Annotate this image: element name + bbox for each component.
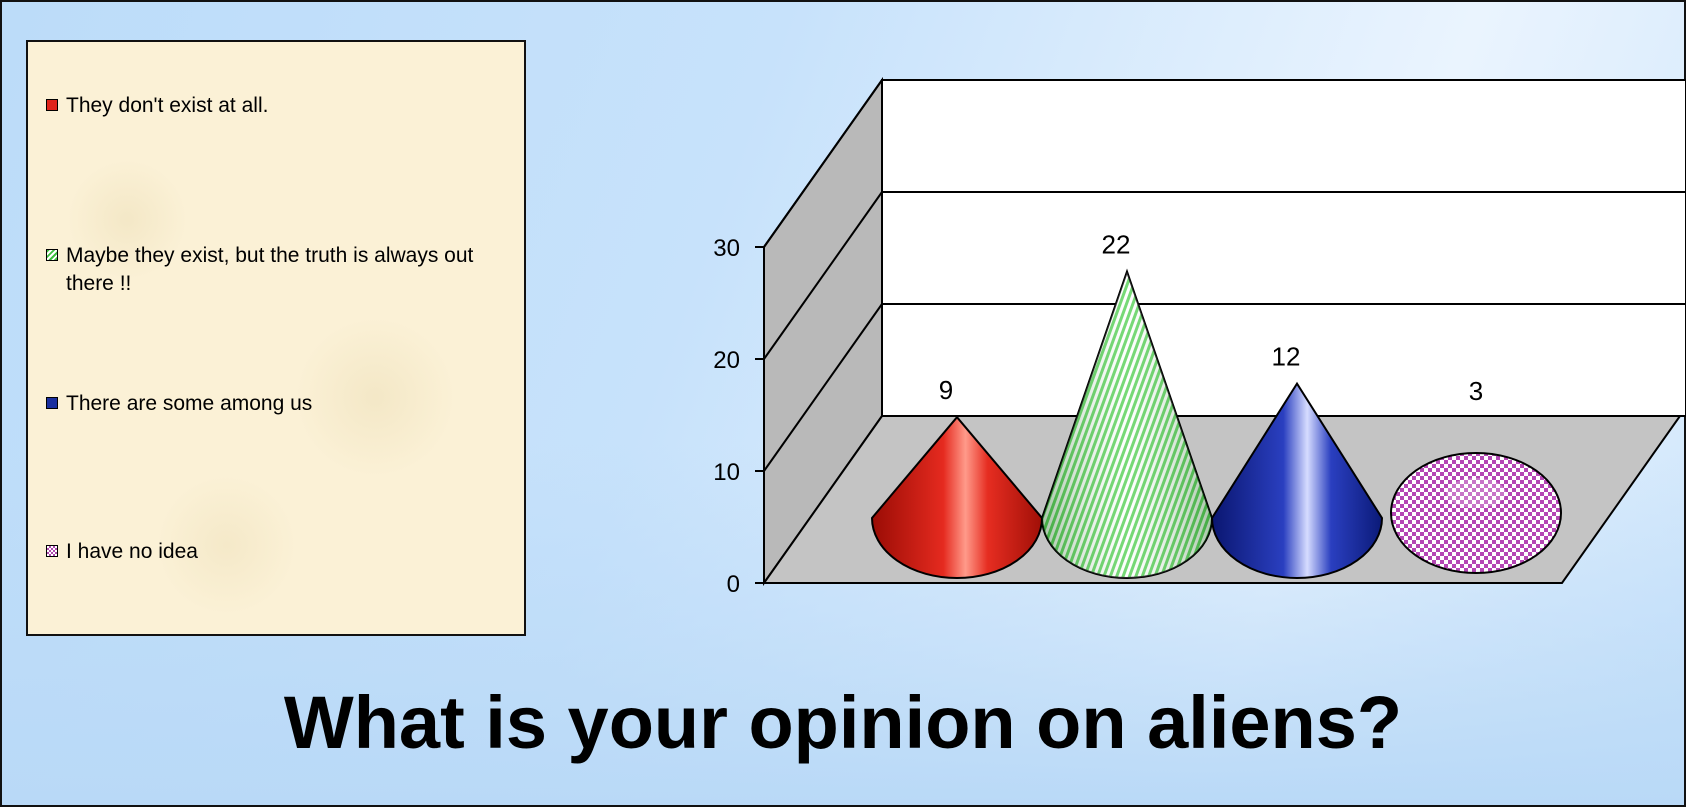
y-axis: 0 10 20 30 <box>713 235 765 598</box>
legend-swatch-purple <box>46 545 58 557</box>
gridline <box>763 191 883 360</box>
legend-item: They don't exist at all. <box>46 92 506 120</box>
legend-label: They don't exist at all. <box>66 94 269 117</box>
legend-swatch-blue <box>46 397 58 409</box>
data-labels: 9 22 12 3 <box>939 230 1483 406</box>
legend-item: I have no idea <box>46 538 506 566</box>
cones <box>870 268 1562 579</box>
legend-swatch-red <box>46 99 58 111</box>
data-label: 22 <box>1102 230 1131 260</box>
legend-label: There are some among us <box>66 392 313 415</box>
cone-4 <box>1390 452 1562 574</box>
cone-3 <box>1210 381 1384 579</box>
cone-body <box>870 415 1044 579</box>
slide-title: What is your opinion on aliens? <box>283 681 1403 764</box>
cone-body <box>1210 381 1384 579</box>
legend-label: I have no idea <box>66 540 198 563</box>
data-label: 9 <box>939 375 953 405</box>
cone-2 <box>1040 268 1214 579</box>
cone-base <box>1390 452 1562 574</box>
gridline <box>763 79 883 248</box>
cone-shade <box>1042 271 1212 578</box>
legend-box: They don't exist at all. Maybe they exis… <box>26 40 526 636</box>
legend-item: Maybe they exist, but the truth is alway… <box>46 242 506 298</box>
gridline <box>763 303 883 472</box>
y-tick-label: 20 <box>713 347 740 374</box>
cone-1 <box>870 415 1044 579</box>
data-label: 3 <box>1469 376 1483 406</box>
cone-highlight <box>1446 478 1506 508</box>
gridlines <box>763 79 1686 472</box>
data-label: 12 <box>1272 342 1301 372</box>
legend-item: There are some among us <box>46 390 506 418</box>
y-tick-label: 10 <box>713 459 740 486</box>
y-tick-label: 0 <box>727 571 740 598</box>
legend-swatch-green <box>46 249 58 261</box>
y-tick-label: 30 <box>713 235 740 262</box>
legend-label: Maybe they exist, but the truth is alway… <box>66 244 474 295</box>
